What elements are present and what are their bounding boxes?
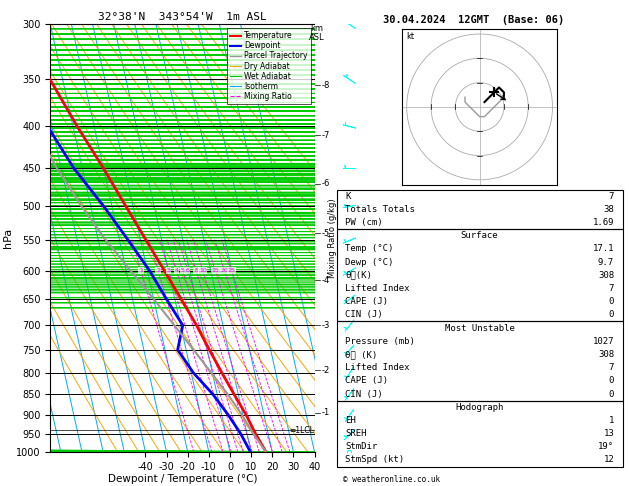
Text: Temp (°C): Temp (°C) [345, 244, 394, 253]
Text: 12: 12 [603, 455, 614, 465]
Text: kt: kt [407, 32, 415, 41]
Text: θᴇ (K): θᴇ (K) [345, 350, 377, 359]
Y-axis label: hPa: hPa [3, 228, 13, 248]
Text: -8: -8 [322, 81, 330, 89]
Text: Mixing Ratio (g/kg): Mixing Ratio (g/kg) [328, 198, 337, 278]
Text: 13: 13 [603, 429, 614, 438]
Text: StmSpd (kt): StmSpd (kt) [345, 455, 404, 465]
Text: CAPE (J): CAPE (J) [345, 376, 388, 385]
Text: -5: -5 [322, 228, 330, 238]
Text: Most Unstable: Most Unstable [445, 324, 515, 332]
Text: Dewp (°C): Dewp (°C) [345, 258, 394, 267]
Text: 7: 7 [609, 284, 614, 293]
Text: 0: 0 [609, 297, 614, 306]
Text: 0: 0 [609, 389, 614, 399]
Text: 8: 8 [194, 268, 198, 273]
Text: -2: -2 [322, 366, 330, 375]
Text: -1: -1 [322, 408, 330, 417]
Text: =1LCL: =1LCL [289, 426, 314, 434]
Bar [337, 190, 623, 229]
X-axis label: Dewpoint / Temperature (°C): Dewpoint / Temperature (°C) [108, 474, 257, 485]
Text: Hodograph: Hodograph [455, 403, 504, 412]
Bar [337, 229, 623, 321]
Text: 2: 2 [156, 268, 160, 273]
Text: 308: 308 [598, 271, 614, 280]
Text: 1.69: 1.69 [593, 218, 614, 227]
Text: Lifted Index: Lifted Index [345, 284, 409, 293]
Text: 7: 7 [609, 363, 614, 372]
Text: Surface: Surface [461, 231, 498, 240]
Text: -7: -7 [322, 131, 330, 140]
Text: 30.04.2024  12GMT  (Base: 06): 30.04.2024 12GMT (Base: 06) [382, 15, 564, 25]
Text: Pressure (mb): Pressure (mb) [345, 337, 415, 346]
Text: CIN (J): CIN (J) [345, 389, 382, 399]
Text: 4: 4 [174, 268, 179, 273]
Text: K: K [345, 191, 350, 201]
Bar [337, 400, 623, 467]
Text: 0: 0 [609, 376, 614, 385]
Text: 17.1: 17.1 [593, 244, 614, 253]
Text: θᴇ(K): θᴇ(K) [345, 271, 372, 280]
Text: -6: -6 [322, 179, 330, 188]
Text: 1: 1 [139, 268, 143, 273]
Text: 25: 25 [228, 268, 235, 273]
Text: 20: 20 [220, 268, 228, 273]
Text: 5: 5 [181, 268, 184, 273]
Legend: Temperature, Dewpoint, Parcel Trajectory, Dry Adiabat, Wet Adiabat, Isotherm, Mi: Temperature, Dewpoint, Parcel Trajectory… [226, 28, 311, 104]
Text: 19°: 19° [598, 442, 614, 451]
Text: 6: 6 [186, 268, 190, 273]
Text: EH: EH [345, 416, 356, 425]
Text: km
ASL: km ASL [309, 24, 325, 42]
Text: 3: 3 [167, 268, 170, 273]
Bar [337, 321, 623, 400]
Text: © weatheronline.co.uk: © weatheronline.co.uk [343, 474, 440, 484]
Text: 10: 10 [199, 268, 207, 273]
Text: Lifted Index: Lifted Index [345, 363, 409, 372]
Text: 308: 308 [598, 350, 614, 359]
Text: SREH: SREH [345, 429, 367, 438]
Text: 9.7: 9.7 [598, 258, 614, 267]
Text: 1027: 1027 [593, 337, 614, 346]
Text: 0: 0 [609, 311, 614, 319]
Text: 15: 15 [211, 268, 219, 273]
Text: 1: 1 [609, 416, 614, 425]
Text: Totals Totals: Totals Totals [345, 205, 415, 214]
Text: CIN (J): CIN (J) [345, 311, 382, 319]
Text: -4: -4 [322, 276, 330, 285]
Title: 32°38'N  343°54'W  1m ASL: 32°38'N 343°54'W 1m ASL [98, 12, 267, 22]
Text: 38: 38 [603, 205, 614, 214]
Text: 7: 7 [609, 191, 614, 201]
Text: StmDir: StmDir [345, 442, 377, 451]
Text: CAPE (J): CAPE (J) [345, 297, 388, 306]
Text: PW (cm): PW (cm) [345, 218, 382, 227]
Text: -3: -3 [322, 321, 330, 330]
